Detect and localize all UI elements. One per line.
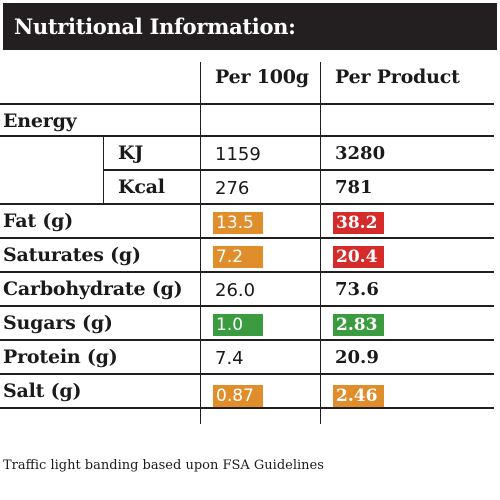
salt-per-product-badge: 2.46: [333, 385, 384, 407]
fat-per-product-badge: 38.2: [333, 212, 384, 234]
kj-divider: [103, 169, 494, 171]
carbohydrate-label: Carbohydrate (g): [3, 278, 183, 300]
kj-per-100g: 1159: [215, 144, 261, 165]
kcal-per-100g: 276: [215, 178, 250, 199]
saturates-per-product-badge: 20.4: [333, 246, 384, 268]
sugars-per-product-badge: 2.83: [333, 314, 384, 336]
column-divider-1: [200, 62, 201, 424]
carbohydrate-divider: [0, 305, 494, 307]
protein-label: Protein (g): [3, 346, 118, 368]
salt-label: Salt (g): [3, 380, 82, 402]
kj-per-product: 3280: [335, 143, 386, 164]
column-divider-2: [320, 62, 321, 424]
column-header-per-product: Per Product: [335, 66, 460, 88]
fat-label: Fat (g): [3, 210, 74, 232]
sugars-per-100g-badge: 1.0: [213, 314, 263, 336]
saturates-divider: [0, 271, 494, 273]
carbohydrate-per-product: 73.6: [335, 279, 379, 300]
saturates-label: Saturates (g): [3, 244, 141, 266]
saturates-per-100g-badge: 7.2: [213, 246, 263, 268]
salt-per-100g-badge: 0.87: [213, 385, 263, 407]
title-bar: Nutritional Information:: [3, 3, 497, 50]
sugars-label: Sugars (g): [3, 312, 113, 334]
protein-divider: [0, 373, 494, 375]
fat-per-100g-badge: 13.5: [213, 212, 263, 234]
protein-per-100g: 7.4: [215, 348, 244, 369]
page-title: Nutritional Information:: [14, 14, 296, 39]
fat-divider: [0, 237, 494, 239]
column-header-per-100g: Per 100g: [215, 66, 309, 88]
kcal-label: Kcal: [118, 176, 165, 198]
header-divider: [0, 103, 494, 105]
energy-divider: [0, 135, 494, 137]
kcal-divider: [0, 203, 494, 205]
protein-per-product: 20.9: [335, 347, 379, 368]
salt-divider: [0, 407, 494, 409]
footnote: Traffic light banding based upon FSA Gui…: [3, 458, 324, 473]
kcal-per-product: 781: [335, 177, 373, 198]
carbohydrate-per-100g: 26.0: [215, 280, 256, 301]
energy-label: Energy: [3, 110, 77, 132]
sugars-divider: [0, 339, 494, 341]
kj-label: KJ: [118, 142, 144, 164]
